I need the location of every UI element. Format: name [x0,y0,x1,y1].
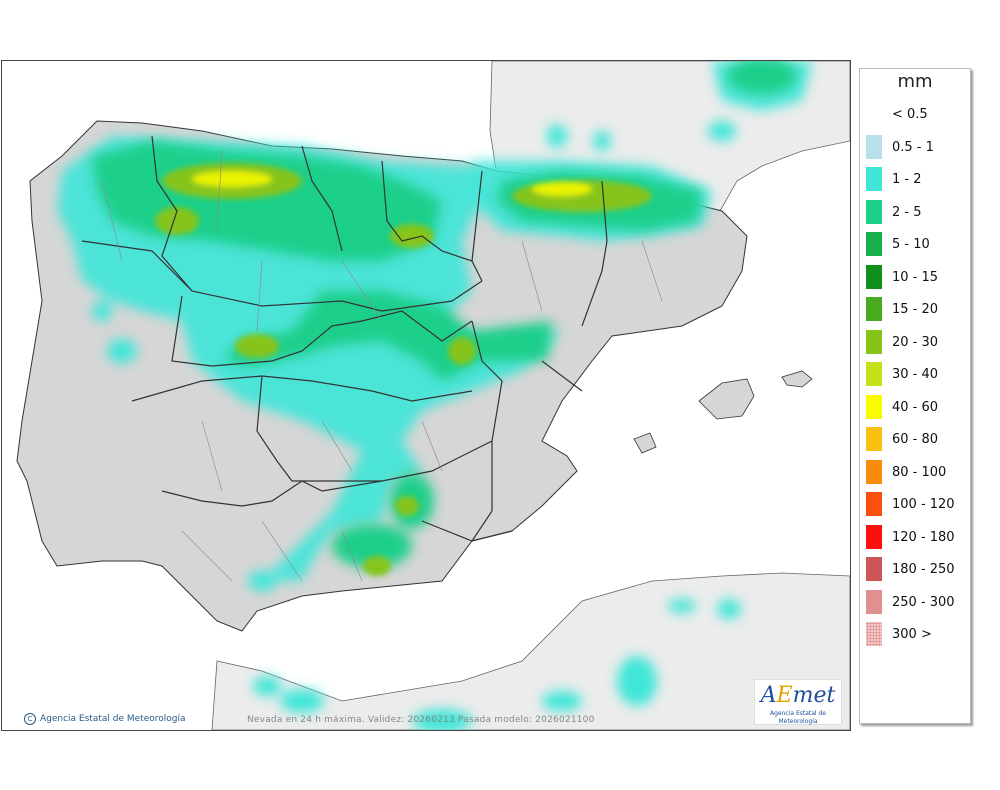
legend-label: 80 - 100 [892,464,947,480]
legend-label: 300 > [892,627,932,642]
legend-label: 15 - 20 [892,302,939,317]
legend-label: 250 - 300 [892,594,955,610]
legend-item: 180 - 250 [864,557,968,581]
legend-label: 40 - 60 [892,399,939,415]
legend-item: 250 - 300 [864,589,968,614]
legend-label: 100 - 120 [892,497,955,512]
legend-item: 40 - 60 [864,394,968,419]
aemet-logo-mark: AEmet [760,683,836,708]
legend-label: < 0.5 [892,107,928,122]
legend-item: < 0.5 [864,102,968,126]
legend-item: 120 - 180 [864,524,968,549]
legend-item: 5 - 10 [864,232,968,256]
legend-swatch [866,362,882,386]
legend-unit: mm [897,71,933,92]
legend-swatch [866,232,882,256]
mallorca [698,378,755,420]
legend-swatch [866,297,882,321]
aemet-logo-subtitle: Agencia Estatal de Meteorología [769,710,826,725]
legend-label: 0.5 - 1 [892,139,934,155]
legend-label: 30 - 40 [892,367,939,382]
snowfall-map [2,61,850,730]
legend-swatch [866,167,882,191]
legend-item: 60 - 80 [864,427,968,451]
agency-credit: C Agencia Estatal de Meteorología [24,713,186,725]
province-borders [101,150,663,582]
legend-label: 1 - 2 [892,172,922,187]
legend-item: 1 - 2 [864,167,968,191]
legend-swatch [866,557,882,581]
legend-item: 100 - 120 [864,492,968,516]
legend-swatch [866,524,882,549]
legend-item: 80 - 100 [864,459,968,484]
legend-label: 60 - 80 [892,432,939,447]
legend-swatch [866,394,882,419]
legend-label: 2 - 5 [892,204,922,220]
legend-swatch [866,589,882,614]
copyright-icon: C [24,713,36,725]
legend-item: 30 - 40 [864,362,968,386]
snow-field-high [155,163,652,576]
agency-credit-label: Agencia Estatal de Meteorología [40,714,186,724]
aemet-logo[interactable]: AEmet Agencia Estatal de Meteorología [754,679,842,725]
legend-swatch [866,427,882,451]
legend-label: 10 - 15 [892,269,939,285]
legend-item: 2 - 5 [864,199,968,224]
legend-label: 120 - 180 [892,529,955,545]
legend-item: 15 - 20 [864,297,968,321]
legend-swatch [866,264,882,289]
legend-swatch [866,134,882,159]
map-panel[interactable]: C Agencia Estatal de Meteorología Nevada… [1,60,851,731]
legend-swatch [866,329,882,354]
legend-swatch [866,102,882,126]
menorca [781,370,813,388]
legend-panel: mm < 0.5 0.5 - 1 1 - 2 2 - 5 5 - 10 10 - 15 15… [859,68,971,724]
map-caption: Nevada en 24 h máxima. Validez: 20260213… [247,715,595,725]
legend-item: 20 - 30 [864,329,968,354]
legend-item: 10 - 15 [864,264,968,289]
legend-swatch [866,622,882,646]
region-borders [81,135,608,542]
legend-label: 5 - 10 [892,237,930,252]
legend-swatch [866,199,882,224]
africa-land [211,572,850,730]
legend-item: 300 > [864,622,968,646]
legend-swatch [866,459,882,484]
ibiza [633,432,657,454]
legend-swatch [866,492,882,516]
legend-item: 0.5 - 1 [864,134,968,159]
legend-label: 180 - 250 [892,562,955,577]
legend-label: 20 - 30 [892,334,939,350]
